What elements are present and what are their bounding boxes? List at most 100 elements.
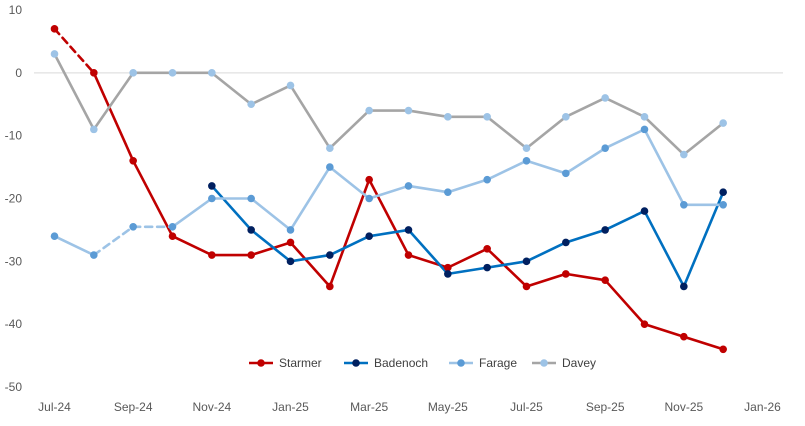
davey-point xyxy=(444,113,452,121)
davey-point xyxy=(90,125,98,134)
y-tick-label: 0 xyxy=(15,66,22,80)
farage-line-segment xyxy=(171,197,214,229)
starmer-line-segment xyxy=(367,178,410,257)
legend-marker-badenoch xyxy=(352,359,360,367)
legend-marker-davey xyxy=(540,359,548,367)
badenoch-point xyxy=(247,226,255,234)
x-tick-label: Jul-25 xyxy=(510,400,543,414)
davey-point xyxy=(719,119,727,127)
badenoch-line-segment xyxy=(603,209,646,232)
starmer-point xyxy=(90,69,98,77)
starmer-point xyxy=(680,332,688,341)
y-tick-label: -10 xyxy=(5,129,23,143)
davey-point xyxy=(562,113,570,121)
badenoch-line-segment xyxy=(485,260,528,269)
badenoch-line-segment xyxy=(564,228,607,244)
badenoch-line-segment xyxy=(289,253,332,263)
davey-line-segment xyxy=(603,96,646,119)
starmer-line-segment xyxy=(92,71,135,163)
farage-line-segment xyxy=(446,178,489,194)
starmer-point xyxy=(562,270,570,278)
starmer-point xyxy=(50,25,59,33)
farage-point xyxy=(601,144,609,153)
badenoch-line-segment xyxy=(210,184,253,232)
davey-line-segment xyxy=(53,52,96,131)
farage-line-segment xyxy=(249,197,292,232)
legend: Starmer Badenoch Farage Davey xyxy=(249,356,596,370)
davey-line-segment xyxy=(328,109,371,150)
starmer-line-segment xyxy=(328,178,371,288)
starmer-point xyxy=(286,238,295,247)
starmer-point xyxy=(208,251,216,259)
legend-label-farage: Farage xyxy=(479,356,517,370)
farage-point xyxy=(562,169,570,178)
davey-point xyxy=(404,106,413,115)
farage-point xyxy=(680,200,688,209)
farage-point xyxy=(168,222,177,231)
davey-point xyxy=(50,50,59,58)
davey-line-segment xyxy=(564,96,607,119)
farage-line-segment xyxy=(564,146,607,175)
davey-line-segment xyxy=(249,84,292,106)
legend-label-davey: Davey xyxy=(562,356,596,370)
farage-point xyxy=(365,194,373,203)
starmer-point xyxy=(522,282,531,291)
badenoch-point xyxy=(483,263,491,272)
farage-line-segment xyxy=(367,184,410,200)
x-tick-label: Nov-24 xyxy=(192,400,231,414)
badenoch-point xyxy=(208,182,216,190)
starmer-line-segment xyxy=(682,335,725,351)
x-tick-label: Mar-25 xyxy=(350,400,388,414)
badenoch-point xyxy=(286,257,295,266)
badenoch-point xyxy=(365,232,373,240)
farage-line-segment xyxy=(53,234,96,257)
farage-line-segment xyxy=(328,165,371,200)
davey-point xyxy=(208,69,216,77)
starmer-point xyxy=(404,251,413,259)
y-axis-tick-labels: 10 0 -10 -20 -30 -40 -50 xyxy=(5,3,23,394)
starmer-line-segment xyxy=(131,159,174,238)
badenoch-point xyxy=(640,207,649,215)
starmer-point xyxy=(129,157,137,165)
badenoch-point xyxy=(601,226,609,234)
davey-line-segment xyxy=(682,121,725,156)
badenoch-line-segment xyxy=(407,228,450,276)
badenoch-line-segment xyxy=(446,266,489,276)
series-lines xyxy=(53,27,725,351)
davey-point xyxy=(168,69,177,77)
y-tick-label: -20 xyxy=(5,192,23,206)
x-tick-label: Jan-25 xyxy=(272,400,309,414)
davey-point xyxy=(286,81,295,90)
davey-point xyxy=(247,100,255,109)
farage-point xyxy=(90,251,98,259)
farage-point xyxy=(129,222,137,231)
starmer-point xyxy=(365,175,373,184)
davey-point xyxy=(129,69,137,77)
y-tick-label: 10 xyxy=(9,3,23,17)
farage-point xyxy=(50,232,59,240)
davey-point xyxy=(522,144,531,153)
farage-line-segment xyxy=(485,159,528,181)
y-tick-label: -50 xyxy=(5,380,23,394)
badenoch-line-segment xyxy=(367,228,410,238)
starmer-point xyxy=(247,251,255,259)
farage-line-segment xyxy=(525,159,568,175)
farage-point xyxy=(326,163,334,171)
legend-label-badenoch: Badenoch xyxy=(374,356,428,370)
starmer-line-segment xyxy=(564,272,607,282)
davey-point xyxy=(365,106,373,115)
x-tick-label: May-25 xyxy=(428,400,468,414)
starmer-line-segment xyxy=(289,241,332,288)
farage-line-segment xyxy=(407,184,450,194)
series-markers xyxy=(50,25,727,354)
y-tick-label: -30 xyxy=(5,254,23,268)
farage-point xyxy=(719,200,727,209)
davey-line-segment xyxy=(407,109,450,119)
starmer-line-segment xyxy=(485,247,528,288)
farage-line-segment xyxy=(643,128,686,207)
davey-point xyxy=(601,94,609,102)
x-tick-label: Jul-24 xyxy=(38,400,71,414)
starmer-line-segment xyxy=(525,272,568,288)
farage-line-segment xyxy=(289,165,332,232)
